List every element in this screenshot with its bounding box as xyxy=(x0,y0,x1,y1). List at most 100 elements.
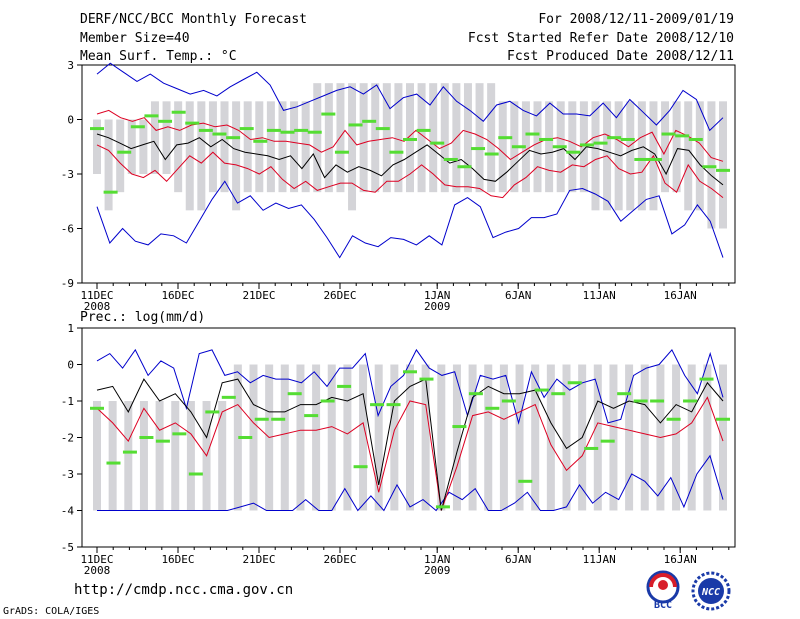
temp-box xyxy=(348,83,357,211)
prec-box xyxy=(93,401,101,511)
temp-box xyxy=(290,101,299,193)
temp-median-mark xyxy=(226,136,241,140)
prec-box xyxy=(374,364,383,511)
temp-box xyxy=(243,101,252,193)
prec-median-mark xyxy=(468,392,483,396)
prec-box xyxy=(233,364,242,511)
temp-box xyxy=(197,101,206,211)
temp-x-tick-label: 11DEC xyxy=(80,289,113,302)
temp-median-mark xyxy=(661,132,676,136)
prec-median-mark xyxy=(518,479,533,483)
prec-series-std_upper xyxy=(96,396,724,511)
temp-median-mark xyxy=(117,150,132,154)
chart-title: DERF/NCC/BCC Monthly Forecast xyxy=(80,12,307,27)
temp-box xyxy=(440,83,449,193)
prec-median-mark xyxy=(419,377,434,381)
prec-median-mark xyxy=(435,505,450,509)
prec-y-tick-label: 1 xyxy=(67,322,74,335)
temp-box xyxy=(591,101,600,211)
temp-median-mark xyxy=(688,137,703,141)
temp-box xyxy=(626,101,635,211)
temp-median-mark xyxy=(334,150,349,154)
temp-box xyxy=(614,101,623,211)
produced-date: Fcst Produced Date 2008/12/11 xyxy=(507,49,734,64)
prec-box xyxy=(186,401,195,511)
temp-median-mark xyxy=(239,127,254,131)
temp-median-mark xyxy=(539,137,554,141)
temp-median-mark xyxy=(566,150,581,154)
prec-median-mark xyxy=(254,417,269,421)
temp-median-mark xyxy=(144,114,159,118)
prec-box xyxy=(155,401,164,511)
prec-median-mark xyxy=(567,381,582,385)
temp-box xyxy=(498,101,507,193)
prec-median-mark xyxy=(172,432,187,436)
temp-median-mark xyxy=(675,134,690,138)
variable-label: Mean Surf. Temp.: °C xyxy=(80,49,237,64)
temp-box xyxy=(313,83,322,193)
temp-median-mark xyxy=(171,110,186,114)
temp-median-mark xyxy=(634,157,649,161)
temp-box xyxy=(104,119,113,211)
temp-box xyxy=(324,83,333,193)
prec-series-max xyxy=(96,348,724,425)
temp-box xyxy=(255,101,264,193)
prec-median-mark xyxy=(271,417,286,421)
temp-median-mark xyxy=(362,119,377,123)
prec-box xyxy=(593,364,602,511)
temp-box xyxy=(684,101,693,211)
temp-box xyxy=(301,101,310,193)
source-url: http://cmdp.ncc.cma.gov.cn xyxy=(74,582,294,598)
prec-median-mark xyxy=(221,395,236,399)
temp-x-tick-label: 26DEC xyxy=(323,289,356,302)
temp-median-mark xyxy=(294,128,309,132)
temp-median-mark xyxy=(607,136,622,140)
temp-y-tick-label: -3 xyxy=(61,168,74,181)
prec-x-tick-label: 6JAN xyxy=(505,553,532,566)
temp-box xyxy=(371,83,380,193)
temp-box xyxy=(232,101,241,211)
prec-box xyxy=(562,364,571,511)
prec-median-mark xyxy=(353,465,368,469)
prec-y-tick-label: -1 xyxy=(61,395,74,408)
temp-box xyxy=(139,119,148,174)
temp-median-mark xyxy=(430,141,445,145)
prec-box xyxy=(546,364,555,511)
prec-box xyxy=(640,364,649,511)
prec-y-tick-label: -4 xyxy=(61,505,75,518)
prec-y-tick-label: -3 xyxy=(61,468,74,481)
prec-median-mark xyxy=(452,425,467,429)
temp-box xyxy=(116,119,125,193)
prec-box xyxy=(531,364,540,511)
temp-x-tick-label: 11JAN xyxy=(583,289,616,302)
prec-median-mark xyxy=(666,417,681,421)
temp-x-tick-label: 21DEC xyxy=(242,289,275,302)
prec-x-tick-year: 2009 xyxy=(424,564,451,577)
prec-median-mark xyxy=(155,439,170,443)
ncc-logo-text: NCC xyxy=(701,587,720,598)
temp-median-mark xyxy=(552,145,567,149)
temp-median-mark xyxy=(198,128,213,132)
ncc-logo: NCC xyxy=(688,570,734,612)
temp-median-mark xyxy=(484,152,499,156)
temp-box xyxy=(545,101,554,193)
prec-median-mark xyxy=(551,392,566,396)
prec-x-tick-label: 11JAN xyxy=(583,553,616,566)
temp-series-max xyxy=(96,62,724,132)
prec-median-mark xyxy=(370,403,385,407)
temp-x-tick-label: 6JAN xyxy=(505,289,532,302)
member-size: Member Size=40 xyxy=(80,31,190,46)
temp-box xyxy=(150,101,159,174)
temp-median-mark xyxy=(716,168,730,172)
temp-median-mark xyxy=(307,130,322,134)
prec-box xyxy=(343,364,352,511)
temp-median-mark xyxy=(702,165,717,169)
prec-box xyxy=(609,364,618,511)
prec-box xyxy=(672,364,681,511)
prec-median-mark xyxy=(501,399,516,403)
prec-x-tick-label: 21DEC xyxy=(242,553,275,566)
temp-median-mark xyxy=(130,125,145,129)
temp-box xyxy=(637,101,646,211)
temp-box xyxy=(417,83,426,193)
temp-x-tick-label: 16JAN xyxy=(664,289,697,302)
